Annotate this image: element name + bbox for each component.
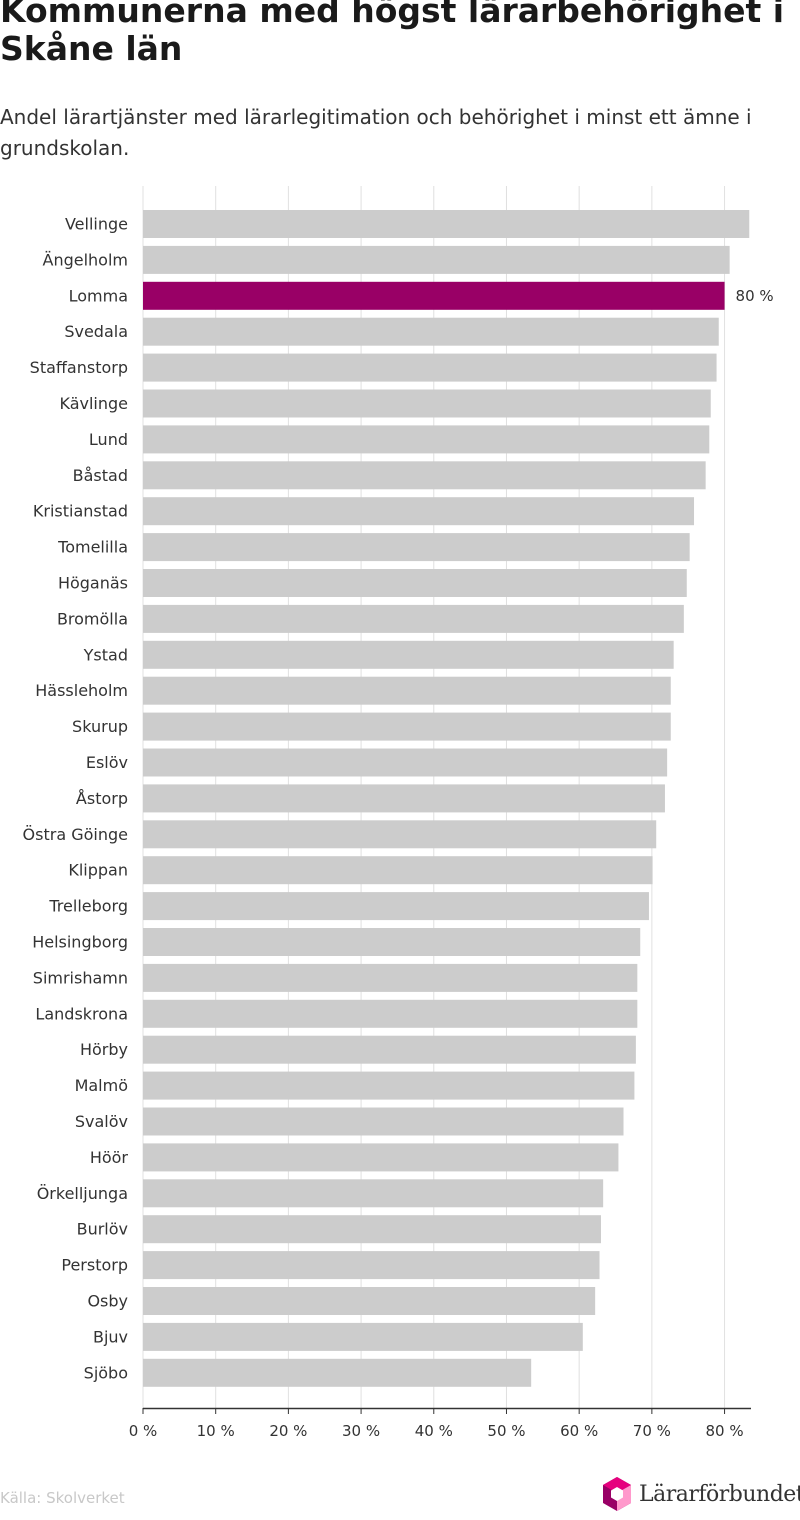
bar-highlighted xyxy=(143,281,725,310)
x-tick-label: 80 % xyxy=(706,1422,744,1440)
x-tick-label: 0 % xyxy=(129,1422,158,1440)
bar xyxy=(143,497,695,526)
category-label: Sjöbo xyxy=(84,1363,128,1382)
category-label: Perstorp xyxy=(61,1256,128,1275)
bar xyxy=(143,1035,636,1064)
bar xyxy=(143,210,750,238)
bar xyxy=(143,389,711,418)
category-label: Höör xyxy=(90,1148,129,1167)
x-axis: 0 % 10 % 20 % 30 % 40 % 50 % 60 % 70 % 80 % xyxy=(129,1407,751,1440)
bar xyxy=(143,676,671,705)
chart-title: Kommunerna med högst lärarbehörighet i S… xyxy=(0,0,785,68)
bar xyxy=(143,784,665,813)
bar xyxy=(143,1215,601,1244)
bar xyxy=(143,425,710,454)
category-label: Höganäs xyxy=(58,574,128,593)
bar xyxy=(143,1322,583,1351)
bar xyxy=(143,1071,635,1100)
category-label: Ängelholm xyxy=(43,250,129,269)
bars xyxy=(143,210,750,1387)
bar xyxy=(143,640,674,669)
x-tick-label: 10 % xyxy=(197,1422,235,1440)
bar xyxy=(143,353,717,382)
bar xyxy=(143,1287,596,1315)
x-tick-label: 50 % xyxy=(487,1422,525,1440)
category-label: Bromölla xyxy=(57,609,128,628)
bar xyxy=(143,461,706,490)
category-label: Båstad xyxy=(73,466,128,485)
bar xyxy=(143,1143,619,1172)
bar xyxy=(143,1251,600,1280)
bar xyxy=(143,604,684,633)
category-label: Malmö xyxy=(75,1076,128,1095)
bar xyxy=(143,748,668,777)
category-label: Åstorp xyxy=(76,789,128,808)
chart-subtitle: Andel lärartjänster med lärarlegitimatio… xyxy=(0,105,752,160)
category-label: Simrishamn xyxy=(33,968,128,987)
category-label: Svedala xyxy=(64,322,128,341)
logo-text: Lärarförbundet xyxy=(639,1481,800,1507)
category-label: Hässleholm xyxy=(35,681,128,700)
category-label: Helsingborg xyxy=(32,933,128,952)
category-label: Burlöv xyxy=(77,1220,128,1239)
category-label: Osby xyxy=(87,1292,128,1311)
category-label: Svalöv xyxy=(75,1112,128,1131)
x-tick-label: 40 % xyxy=(415,1422,453,1440)
bar-chart: Vellinge Ängelholm Lomma 80 % Svedala Staffan… xyxy=(23,186,774,1440)
hexagon-logo-icon xyxy=(603,1477,631,1511)
bar xyxy=(143,1179,604,1208)
data-label: 80 % xyxy=(736,287,774,305)
category-label: Eslöv xyxy=(86,753,128,772)
category-label: Kristianstad xyxy=(33,502,128,521)
category-label: Örkelljunga xyxy=(37,1184,128,1203)
bar xyxy=(143,856,653,885)
category-label: Bjuv xyxy=(93,1327,128,1346)
category-label: Lund xyxy=(89,430,128,449)
bar xyxy=(143,963,638,992)
bar xyxy=(143,1107,624,1136)
category-label: Ystad xyxy=(83,645,128,664)
category-label: Hörby xyxy=(80,1040,128,1059)
category-label: Lomma xyxy=(69,286,128,305)
category-label: Kävlinge xyxy=(59,394,128,413)
x-tick-label: 30 % xyxy=(342,1422,380,1440)
bar xyxy=(143,820,657,849)
category-label: Trelleborg xyxy=(48,897,128,916)
category-labels: Vellinge Ängelholm Lomma 80 % Svedala Staffan… xyxy=(23,215,774,1383)
bar xyxy=(143,569,687,597)
bar xyxy=(143,999,638,1028)
publisher-logo: Lärarförbundet xyxy=(601,1476,800,1512)
bar xyxy=(143,1358,532,1387)
category-label: Landskrona xyxy=(35,1004,128,1023)
x-tick-label: 20 % xyxy=(269,1422,307,1440)
bar xyxy=(143,245,730,274)
category-label: Vellinge xyxy=(65,215,128,234)
bar xyxy=(143,928,641,956)
bar xyxy=(143,892,649,921)
bar xyxy=(143,317,719,346)
category-label: Östra Göinge xyxy=(23,825,128,844)
x-tick-label: 60 % xyxy=(560,1422,598,1440)
bar xyxy=(143,533,690,562)
bar xyxy=(143,712,671,741)
x-tick-label: 70 % xyxy=(633,1422,671,1440)
category-label: Staffanstorp xyxy=(30,358,128,377)
category-label: Skurup xyxy=(72,717,128,736)
source-note: Källa: Skolverket xyxy=(0,1489,125,1507)
category-label: Tomelilla xyxy=(57,538,128,557)
category-label: Klippan xyxy=(68,861,128,880)
